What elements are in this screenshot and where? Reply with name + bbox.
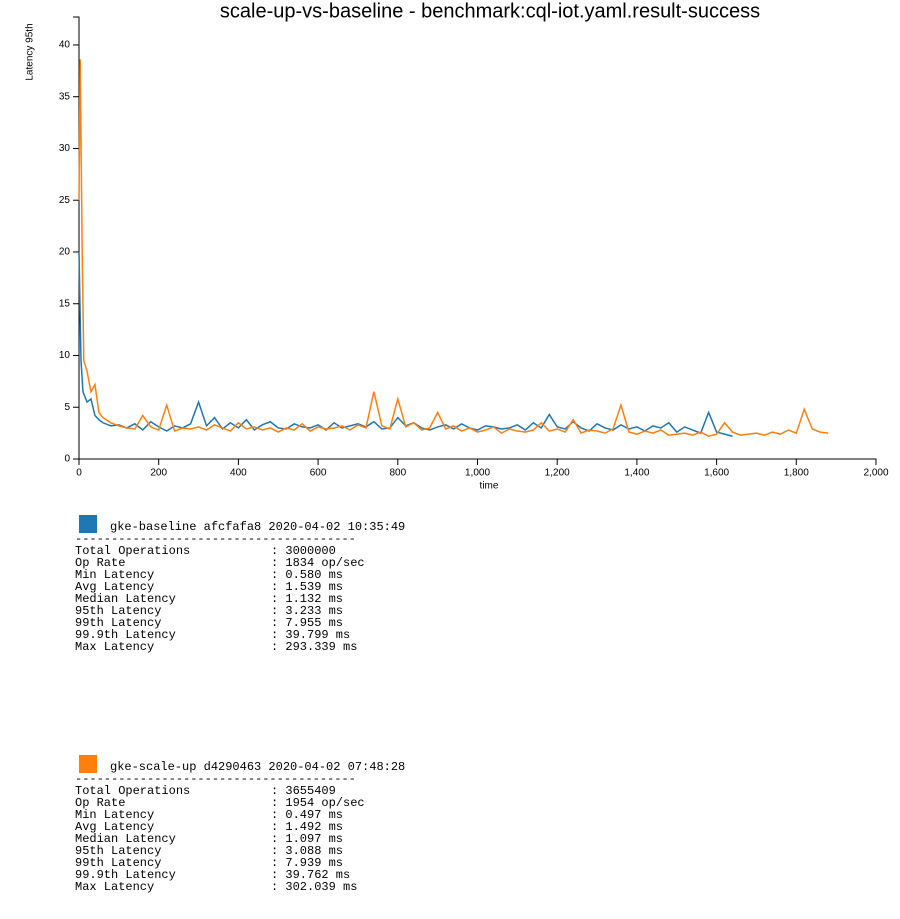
legend-swatch <box>79 515 97 533</box>
stat-value: : 1.132 ms <box>271 592 343 606</box>
x-tick-label: 200 <box>150 468 167 479</box>
stat-value: : 1954 op/sec <box>271 796 365 810</box>
stat-value: : 0.580 ms <box>271 568 343 582</box>
x-tick-label: 2,000 <box>863 468 888 479</box>
y-tick-label: 40 <box>59 40 71 51</box>
x-tick-label: 1,200 <box>545 468 570 479</box>
y-tick-label: 5 <box>64 402 70 413</box>
stat-label: 95th Latency <box>75 604 161 618</box>
stat-label: 99th Latency <box>75 616 161 630</box>
stat-value: : 1.097 ms <box>271 832 343 846</box>
x-tick-label: 1,800 <box>784 468 809 479</box>
y-tick-label: 20 <box>59 247 71 258</box>
stat-label: Min Latency <box>75 568 154 582</box>
x-tick-label: 1,600 <box>704 468 729 479</box>
stat-value: : 302.039 ms <box>271 880 357 894</box>
x-tick-label: 400 <box>230 468 247 479</box>
stat-value: : 1.492 ms <box>271 820 343 834</box>
y-tick-label: 35 <box>59 91 71 102</box>
stat-label: 99.9th Latency <box>75 868 176 882</box>
y-tick-label: 25 <box>59 195 71 206</box>
y-tick-label: 0 <box>64 454 70 465</box>
stat-value: : 3.233 ms <box>271 604 343 618</box>
x-tick-label: 1,400 <box>624 468 649 479</box>
separator: --------------------------------------- <box>75 772 356 786</box>
legend-label: gke-scale-up d4290463 2020-04-02 07:48:2… <box>110 760 405 774</box>
stat-value: : 0.497 ms <box>271 808 343 822</box>
stat-label: Max Latency <box>75 880 154 894</box>
stat-value: : 1.539 ms <box>271 580 343 594</box>
x-tick-label: 0 <box>76 468 82 479</box>
stat-label: Median Latency <box>75 592 176 606</box>
legend-swatch <box>79 755 97 773</box>
chart-title: scale-up-vs-baseline - benchmark:cql-iot… <box>220 0 760 22</box>
series-line <box>78 251 733 437</box>
stat-value: : 3000000 <box>271 544 336 558</box>
stat-label: Op Rate <box>75 796 125 810</box>
stat-label: Avg Latency <box>75 820 154 834</box>
y-tick-label: 15 <box>59 298 71 309</box>
stat-label: Avg Latency <box>75 580 154 594</box>
stat-label: Total Operations <box>75 544 190 558</box>
separator: --------------------------------------- <box>75 532 356 546</box>
stat-label: Max Latency <box>75 640 154 654</box>
stat-label: Median Latency <box>75 832 176 846</box>
stat-label: Total Operations <box>75 784 190 798</box>
stat-value: : 1834 op/sec <box>271 556 365 570</box>
stat-label: 99.9th Latency <box>75 628 176 642</box>
stat-value: : 39.799 ms <box>271 628 350 642</box>
y-tick-label: 30 <box>59 143 71 154</box>
stat-label: 95th Latency <box>75 844 161 858</box>
series-line <box>78 59 829 438</box>
y-axis-label: Latency 95th <box>25 23 36 80</box>
stat-value: : 3.088 ms <box>271 844 343 858</box>
stat-label: Op Rate <box>75 556 125 570</box>
stat-value: : 293.339 ms <box>271 640 357 654</box>
x-tick-label: 800 <box>389 468 406 479</box>
stat-value: : 7.939 ms <box>271 856 343 870</box>
y-axis <box>73 16 80 460</box>
y-tick-label: 10 <box>59 350 71 361</box>
stat-label: Min Latency <box>75 808 154 822</box>
stat-label: 99th Latency <box>75 856 161 870</box>
stat-value: : 3655409 <box>271 784 336 798</box>
x-tick-label: 600 <box>310 468 327 479</box>
stat-value: : 39.762 ms <box>271 868 350 882</box>
legend-label: gke-baseline afcfafa8 2020-04-02 10:35:4… <box>110 520 405 534</box>
x-tick-label: 1,000 <box>465 468 490 479</box>
stat-value: : 7.955 ms <box>271 616 343 630</box>
x-axis-label: time <box>480 481 499 492</box>
